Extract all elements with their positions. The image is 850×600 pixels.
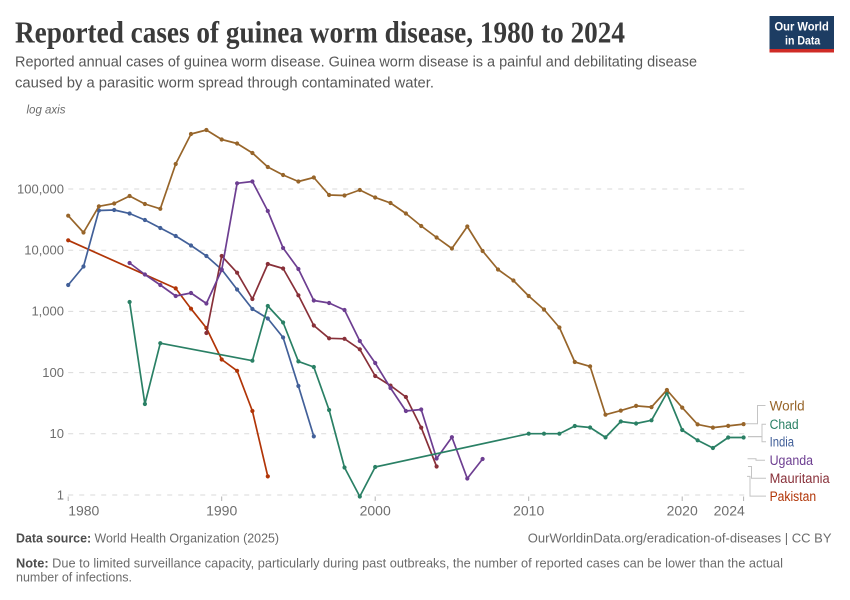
- svg-text:1990: 1990: [206, 502, 237, 518]
- svg-text:Note: Due to limited surveilla: Note: Due to limited surveillance capaci…: [16, 556, 783, 570]
- svg-text:Uganda: Uganda: [770, 453, 814, 468]
- svg-text:log axis: log axis: [27, 105, 66, 117]
- svg-text:10,000: 10,000: [24, 243, 64, 258]
- svg-text:2010: 2010: [513, 502, 544, 518]
- svg-text:Reported annual cases of guine: Reported annual cases of guinea worm dis…: [15, 55, 697, 71]
- svg-text:Chad: Chad: [770, 417, 799, 432]
- svg-text:OurWorldinData.org/eradication: OurWorldinData.org/eradication-of-diseas…: [528, 531, 832, 546]
- svg-text:1,000: 1,000: [31, 304, 64, 319]
- svg-text:100,000: 100,000: [17, 181, 64, 196]
- svg-text:Mauritania: Mauritania: [770, 471, 830, 486]
- svg-text:in Data: in Data: [785, 36, 821, 48]
- svg-text:2020: 2020: [667, 502, 698, 518]
- svg-text:India: India: [770, 435, 795, 450]
- svg-text:caused by a parasitic worm spr: caused by a parasitic worm spread throug…: [15, 76, 434, 92]
- svg-text:1: 1: [57, 487, 64, 502]
- svg-text:Pakistan: Pakistan: [770, 489, 817, 504]
- svg-text:1980: 1980: [68, 502, 99, 518]
- svg-text:10: 10: [50, 426, 64, 441]
- svg-text:2024: 2024: [714, 502, 745, 518]
- svg-text:World: World: [770, 398, 805, 413]
- svg-text:2000: 2000: [360, 502, 391, 518]
- svg-text:number of infections.: number of infections.: [16, 571, 132, 585]
- svg-text:Reported cases of guinea worm: Reported cases of guinea worm disease, 1…: [15, 15, 625, 50]
- svg-text:Our World: Our World: [775, 22, 829, 34]
- svg-text:100: 100: [42, 365, 64, 380]
- svg-text:Data source: World Health Orga: Data source: World Health Organization (…: [16, 531, 279, 546]
